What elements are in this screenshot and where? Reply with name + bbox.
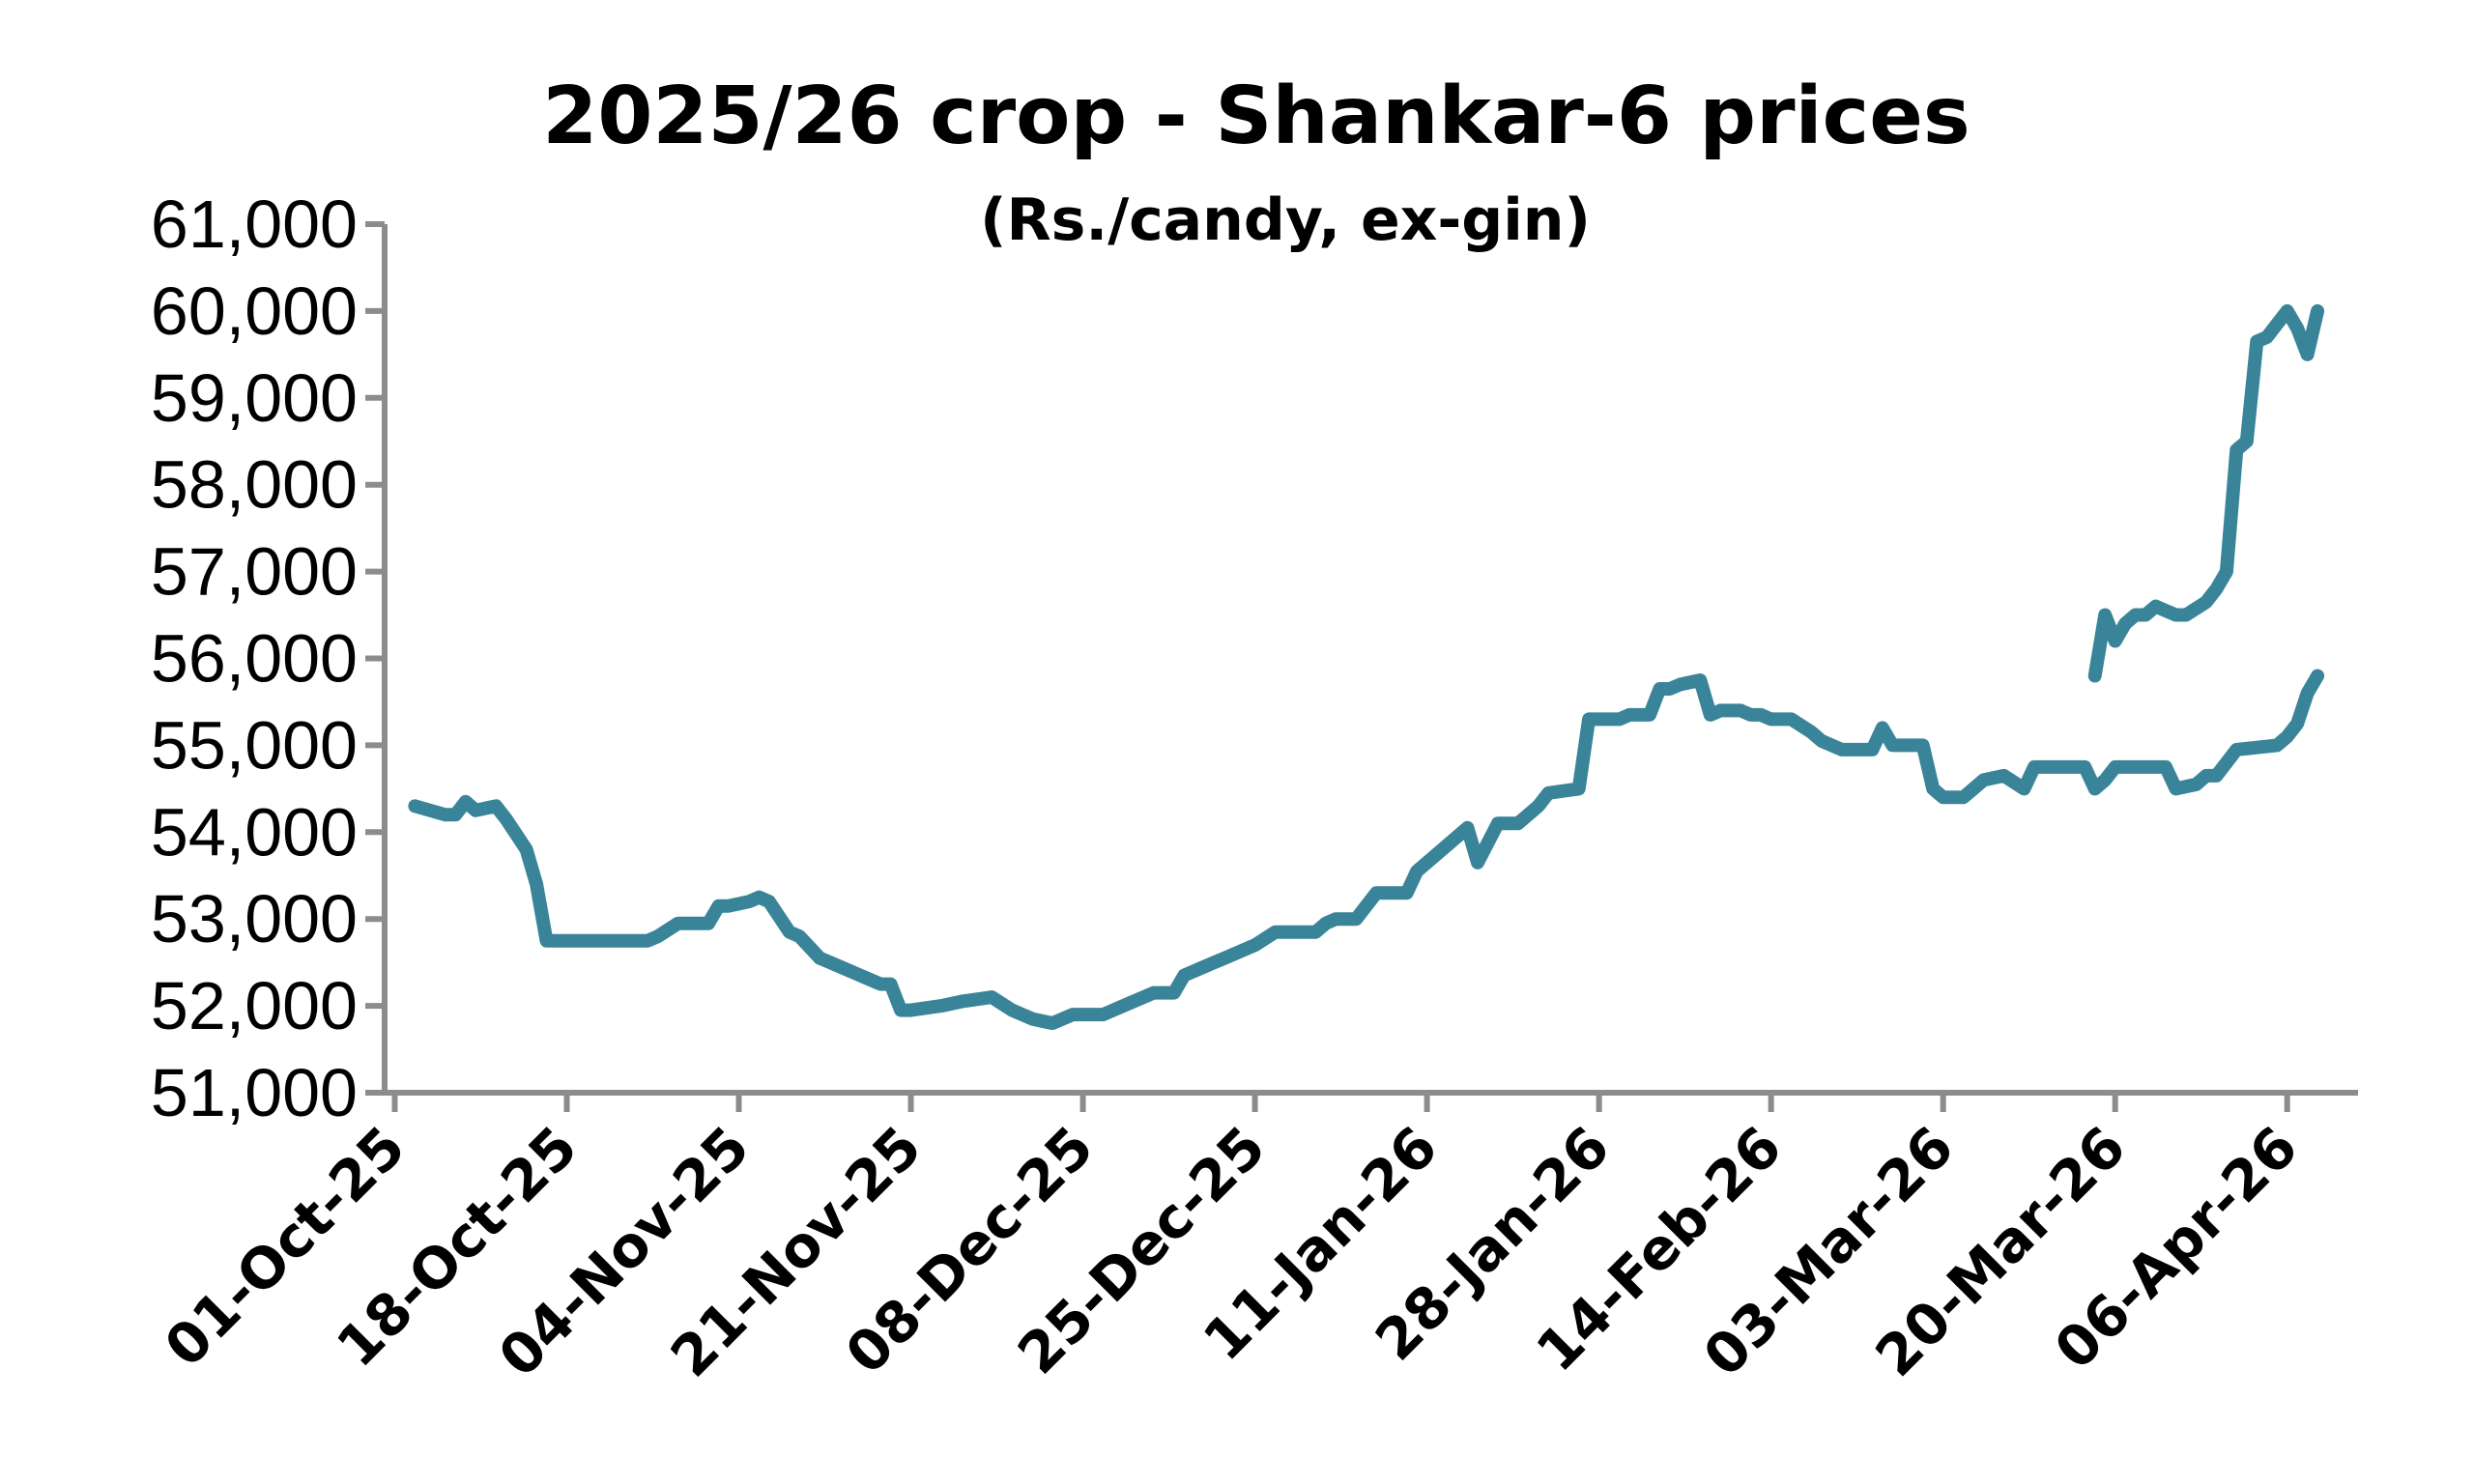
y-tick-label: 59,000: [151, 360, 358, 436]
y-tick-label: 53,000: [151, 881, 358, 956]
y-tick-label: 51,000: [151, 1055, 358, 1130]
price-series-line: [2087, 303, 2325, 683]
series-group: [408, 303, 2325, 1031]
x-axis: 01-Oct-2518-Oct-2504-Nov-2521-Nov-2508-D…: [152, 1090, 2358, 1389]
y-tick-label: 60,000: [151, 273, 358, 349]
y-tick-label: 57,000: [151, 534, 358, 610]
chart-subtitle: (Rs./candy, ex-gin): [980, 186, 1591, 254]
y-tick-label: 52,000: [151, 968, 358, 1043]
y-tick-label: 55,000: [151, 707, 358, 783]
y-tick-label: 56,000: [151, 621, 358, 697]
y-tick-label: 58,000: [151, 447, 358, 523]
price-series-line: [408, 669, 2325, 1031]
y-axis: 51,000 52,000 53,000 54,000 55,000 56,000 57,0…: [151, 186, 388, 1130]
chart-title: 2025/26 crop - Shankar-6 prices: [542, 71, 1970, 162]
y-tick-label: 61,000: [151, 186, 358, 262]
y-tick-label: 54,000: [151, 794, 358, 870]
